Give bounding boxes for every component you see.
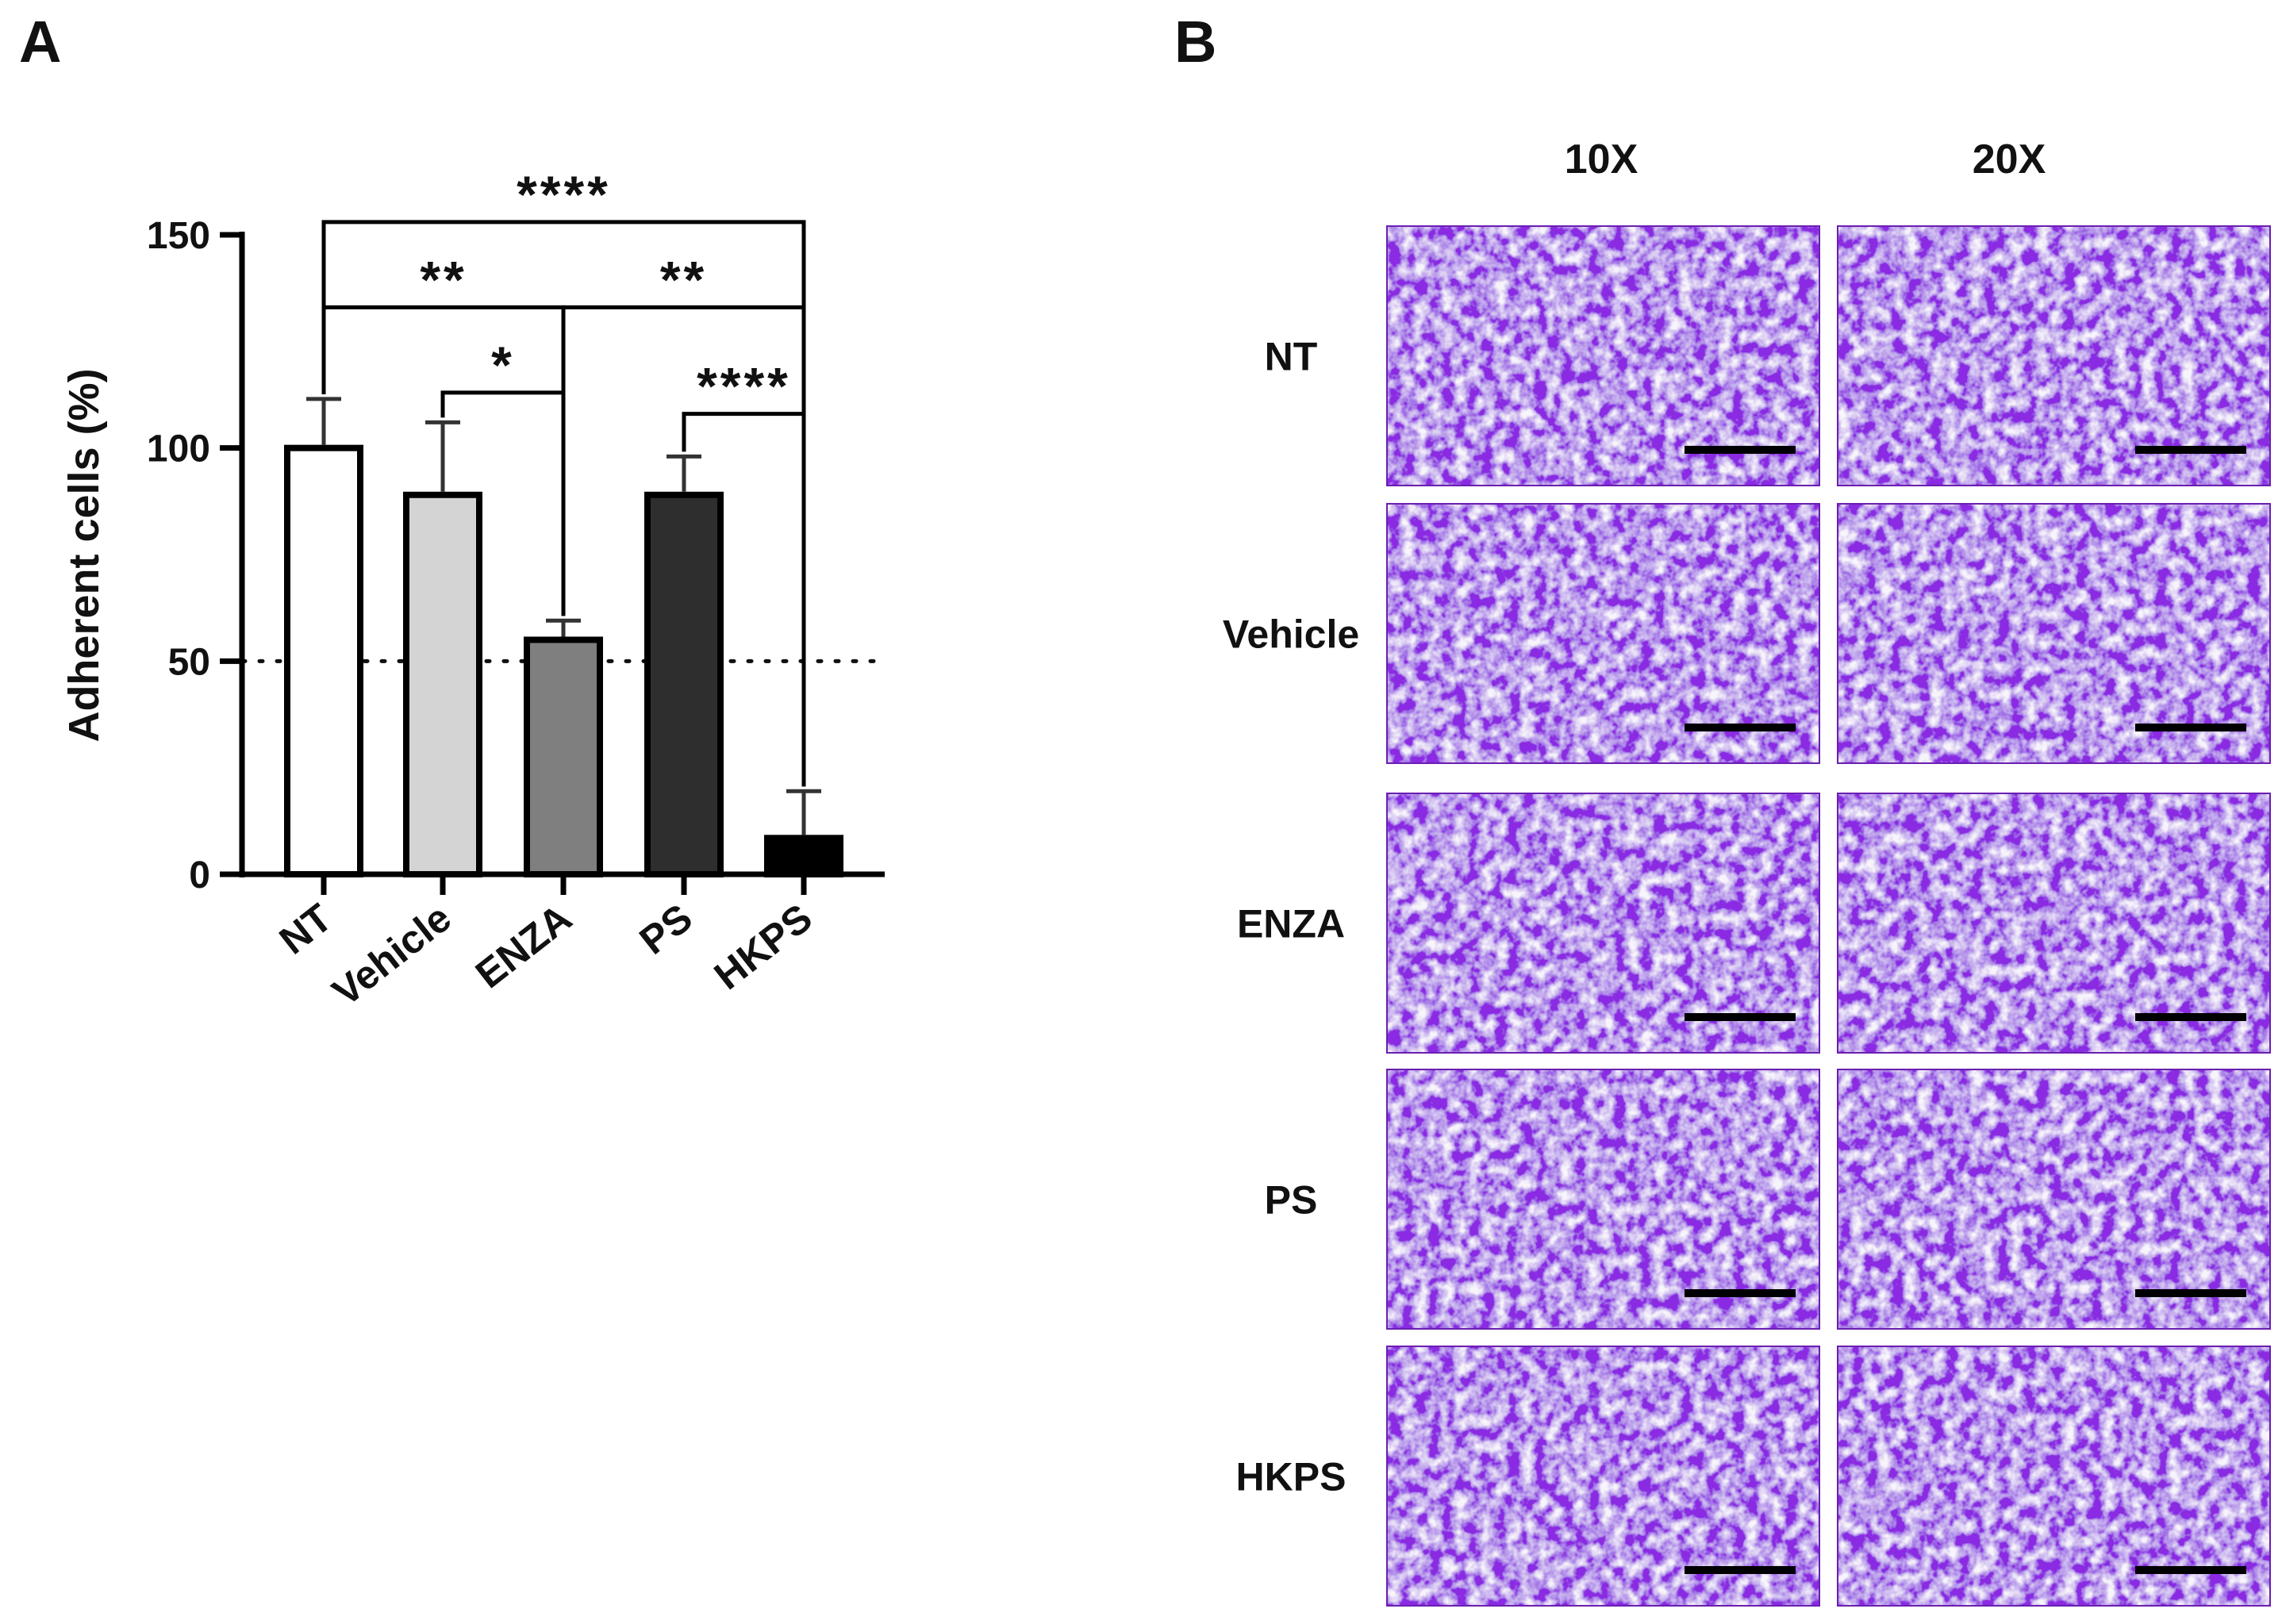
x-tick-label: NT <box>271 896 340 963</box>
micrograph-vehicle-20x <box>1837 503 2271 764</box>
y-tick-label: 0 <box>189 854 210 896</box>
error-bar-ps <box>667 454 701 492</box>
y-tick-label: 50 <box>168 641 210 683</box>
error-bar-enza <box>546 618 581 637</box>
significance-brackets: ****** *** **** <box>321 165 806 787</box>
micrograph-vehicle-10x <box>1386 503 1820 764</box>
significance-label: **** <box>697 357 791 416</box>
row-label-enza: ENZA <box>1237 902 1345 946</box>
micrograph-enza-10x <box>1386 793 1820 1054</box>
row-label-hkps: HKPS <box>1236 1455 1347 1499</box>
error-bar-vehicle <box>425 420 460 492</box>
y-tick-label: 100 <box>147 428 210 470</box>
y-ticks: 0 50 100 150 <box>147 215 242 896</box>
bar-nt <box>284 444 363 877</box>
significance-label: * <box>491 336 515 394</box>
micrograph-hkps-10x <box>1386 1346 1820 1607</box>
y-tick-label: 150 <box>147 215 210 257</box>
micrograph-nt-20x <box>1837 225 2271 486</box>
micrograph-ps-10x <box>1386 1069 1820 1330</box>
micrograph-hkps-20x <box>1837 1346 2271 1607</box>
panel-a-label: A <box>19 9 61 75</box>
micrograph-ps-20x <box>1837 1069 2271 1330</box>
significance-bracket: * <box>440 336 566 616</box>
bar-ps <box>644 491 724 877</box>
micrograph-grid: 10X 20X NT Vehicle ENZA PS HKPS <box>1223 136 2271 1607</box>
x-tick-label: HKPS <box>706 896 820 999</box>
error-bars <box>306 397 821 835</box>
bar-vehicle <box>403 491 482 877</box>
x-tick-label: ENZA <box>467 896 580 997</box>
row-label-vehicle: Vehicle <box>1223 612 1359 657</box>
bar-enza <box>524 636 603 877</box>
micrograph-enza-20x <box>1837 793 2271 1054</box>
error-bar-nt <box>306 397 341 445</box>
significance-label: ** <box>420 250 467 309</box>
magnification-label: 20X <box>1973 136 2046 182</box>
bar-hkps <box>764 835 843 877</box>
x-tick-label: PS <box>632 896 701 963</box>
row-label-ps: PS <box>1265 1178 1318 1223</box>
x-tick-label: Vehicle <box>324 896 459 1015</box>
significance-label: **** <box>517 165 611 224</box>
panel-b-label: B <box>1174 9 1216 75</box>
row-label-nt: NT <box>1265 335 1318 379</box>
y-axis-label: Adherent cells (%) <box>60 368 108 742</box>
magnification-label: 10X <box>1565 136 1639 182</box>
significance-bracket: **** <box>682 357 806 787</box>
significance-label: ** <box>660 250 707 309</box>
error-bar-hkps <box>786 789 821 835</box>
micrograph-nt-10x <box>1386 225 1820 486</box>
